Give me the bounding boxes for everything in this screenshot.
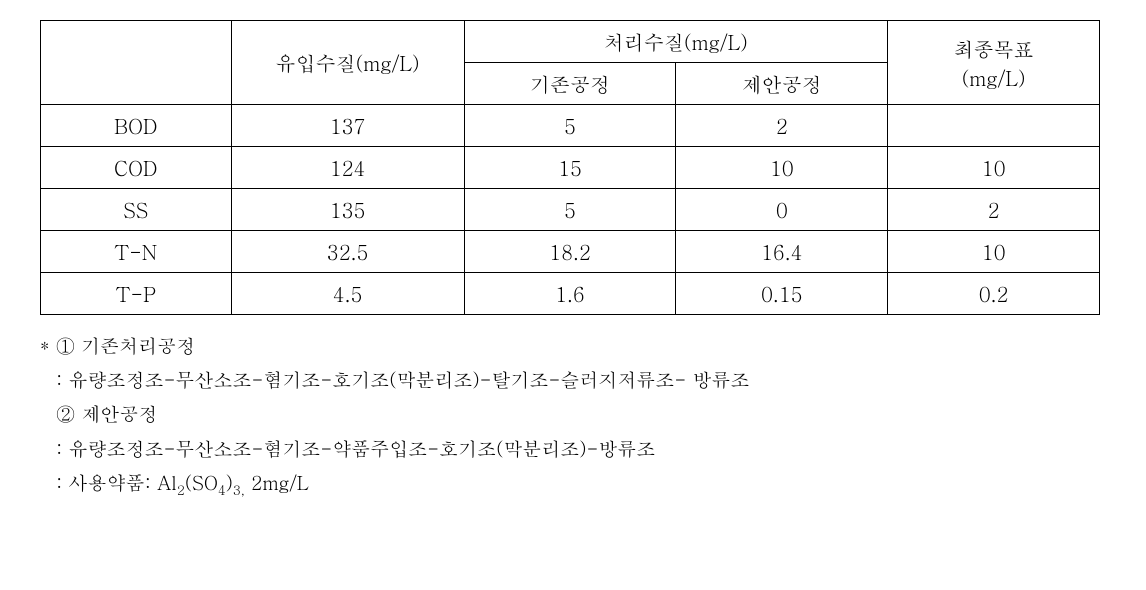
cell-influent: 135: [231, 189, 464, 231]
cell-existing: 15: [464, 147, 676, 189]
table-row: BOD 137 5 2: [41, 105, 1100, 147]
cell-proposed: 0.15: [676, 273, 888, 315]
cell-influent: 124: [231, 147, 464, 189]
note-3-after: ): [226, 469, 233, 496]
note-3-mid: (SO: [185, 469, 218, 496]
note-2-head: ② 제안공정: [40, 397, 1106, 431]
note-1-body: : 유량조정조-무산소조-혐기조-호기조(막분리조)-탈기조-슬러지저류조- 방…: [40, 363, 1106, 397]
cell-target: 10: [888, 147, 1100, 189]
water-quality-table: 유입수질(mg/L) 처리수질(mg/L) 최종목표 (mg/L) 기존공정 제…: [40, 20, 1100, 315]
cell-proposed: 10: [676, 147, 888, 189]
cell-param: COD: [41, 147, 232, 189]
cell-existing: 1.6: [464, 273, 676, 315]
cell-target: 2: [888, 189, 1100, 231]
note-3-sub3: 3,: [233, 480, 245, 499]
cell-existing: 18.2: [464, 231, 676, 273]
cell-param: SS: [41, 189, 232, 231]
cell-param: T-N: [41, 231, 232, 273]
header-existing: 기존공정: [464, 63, 676, 105]
note-3-tail: 2mg/L: [245, 469, 309, 496]
header-treated: 처리수질(mg/L): [464, 21, 888, 63]
header-target-line2: (mg/L): [962, 63, 1026, 92]
table-row: SS 135 5 0 2: [41, 189, 1100, 231]
header-target-line1: 최종목표: [954, 34, 1034, 63]
note-3-sub2: 4: [218, 480, 226, 499]
table-row: COD 124 15 10 10: [41, 147, 1100, 189]
table-row: T-P 4.5 1.6 0.15 0.2: [41, 273, 1100, 315]
cell-existing: 5: [464, 105, 676, 147]
note-1-head: * ① 기존처리공정: [40, 329, 1106, 363]
cell-influent: 137: [231, 105, 464, 147]
footnotes: * ① 기존처리공정 : 유량조정조-무산소조-혐기조-호기조(막분리조)-탈기…: [40, 329, 1106, 501]
cell-target: 10: [888, 231, 1100, 273]
cell-param: T-P: [41, 273, 232, 315]
cell-param: BOD: [41, 105, 232, 147]
table-row: T-N 32.5 18.2 16.4 10: [41, 231, 1100, 273]
cell-target: 0.2: [888, 273, 1100, 315]
note-3-prefix: : 사용약품: Al: [56, 469, 177, 496]
header-proposed: 제안공정: [676, 63, 888, 105]
header-blank: [41, 21, 232, 105]
cell-influent: 32.5: [231, 231, 464, 273]
cell-existing: 5: [464, 189, 676, 231]
cell-proposed: 0: [676, 189, 888, 231]
header-target: 최종목표 (mg/L): [888, 21, 1100, 105]
cell-proposed: 2: [676, 105, 888, 147]
header-influent: 유입수질(mg/L): [231, 21, 464, 105]
note-2-body: : 유량조정조-무산소조-혐기조-약품주입조-호기조(막분리조)-방류조: [40, 432, 1106, 466]
header-row-1: 유입수질(mg/L) 처리수질(mg/L) 최종목표 (mg/L): [41, 21, 1100, 63]
cell-target: [888, 105, 1100, 147]
cell-proposed: 16.4: [676, 231, 888, 273]
note-3: : 사용약품: Al2(SO4)3, 2mg/L: [40, 466, 1106, 502]
note-3-sub1: 2: [177, 480, 185, 499]
cell-influent: 4.5: [231, 273, 464, 315]
